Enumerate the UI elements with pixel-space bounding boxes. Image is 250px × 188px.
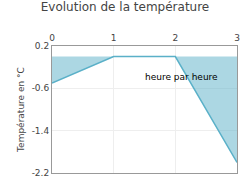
svg-text:-1.4: -1.4 — [32, 126, 50, 136]
svg-text:Température en °C: Température en °C — [16, 67, 26, 153]
svg-text:Evolution de la température: Evolution de la température — [41, 0, 210, 14]
svg-text:-2.2: -2.2 — [32, 168, 50, 178]
svg-text:1: 1 — [111, 33, 117, 43]
svg-text:heure par heure: heure par heure — [145, 72, 218, 82]
svg-text:-0.6: -0.6 — [32, 83, 50, 93]
svg-text:2: 2 — [172, 33, 178, 43]
svg-text:0.2: 0.2 — [35, 41, 49, 51]
svg-text:3: 3 — [234, 33, 240, 43]
svg-text:0: 0 — [49, 33, 55, 43]
